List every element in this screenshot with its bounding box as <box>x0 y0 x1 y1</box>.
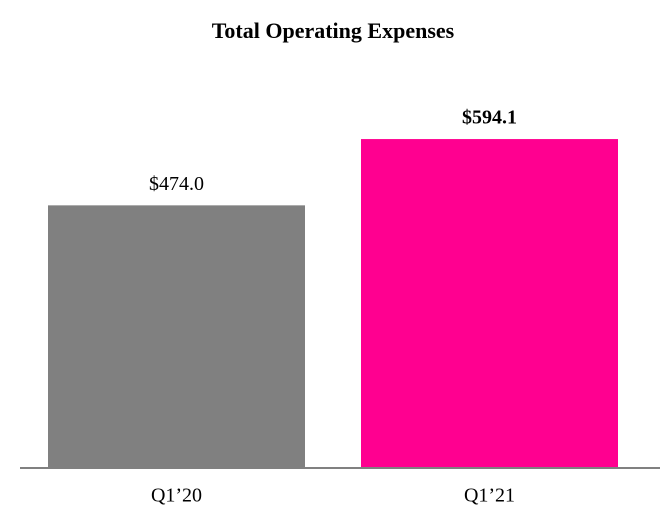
x-tick-label: Q1’20 <box>151 485 202 507</box>
value-label: $474.0 <box>149 173 204 195</box>
bar <box>361 139 618 467</box>
bar <box>48 205 305 468</box>
chart-title: Total Operating Expenses <box>212 18 455 43</box>
value-label: $594.1 <box>462 107 517 129</box>
x-tick-label: Q1’21 <box>464 485 515 507</box>
